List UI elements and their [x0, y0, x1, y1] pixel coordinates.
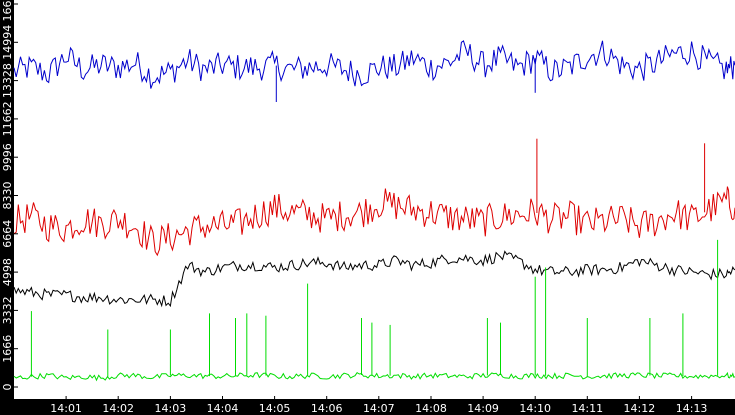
x-tick-label-9: 14:10: [519, 402, 551, 415]
y-tick-label-0: 0: [1, 384, 14, 391]
series-line-4: [13, 371, 735, 382]
x-tick-label-4: 14:05: [259, 402, 291, 415]
series-line-1: [13, 40, 735, 89]
x-tick-label-11: 14:12: [624, 402, 656, 415]
y-tick-label-10: 16661: [1, 0, 14, 22]
x-tick-label-1: 14:02: [102, 402, 134, 415]
y-axis: 0 1666 3332 4998 6664 8330 9996 11662 13328 14994…: [1, 0, 18, 391]
y-tick-label-5: 8330: [1, 182, 14, 210]
x-tick-label-10: 14:11: [571, 402, 603, 415]
y-tick-label-2: 3332: [1, 296, 14, 324]
x-tick-label-3: 14:04: [207, 402, 239, 415]
x-axis: 14:01 14:02 14:03 14:04 14:05 14:06 14:07 14:08…: [50, 396, 707, 415]
series-layer: [13, 40, 735, 382]
x-tick-label-5: 14:06: [311, 402, 343, 415]
x-tick-label-0: 14:01: [50, 402, 82, 415]
x-tick-label-6: 14:07: [363, 402, 395, 415]
y-axis-band: [0, 0, 14, 415]
series-line-2: [13, 186, 735, 257]
x-tick-label-12: 14:13: [676, 402, 708, 415]
y-tick-label-8: 13328: [1, 63, 14, 98]
y-tick-label-3: 4998: [1, 258, 14, 286]
x-axis-band: [0, 399, 735, 415]
y-tick-label-4: 6664: [1, 220, 14, 248]
y-tick-label-7: 11662: [1, 101, 14, 136]
series-line-3: [13, 250, 735, 308]
x-tick-label-8: 14:09: [467, 402, 499, 415]
y-tick-label-1: 1666: [1, 335, 14, 363]
x-tick-label-2: 14:03: [155, 402, 187, 415]
x-tick-label-7: 14:08: [415, 402, 447, 415]
y-tick-label-9: 14994: [1, 25, 14, 60]
y-tick-label-6: 9996: [1, 143, 14, 171]
